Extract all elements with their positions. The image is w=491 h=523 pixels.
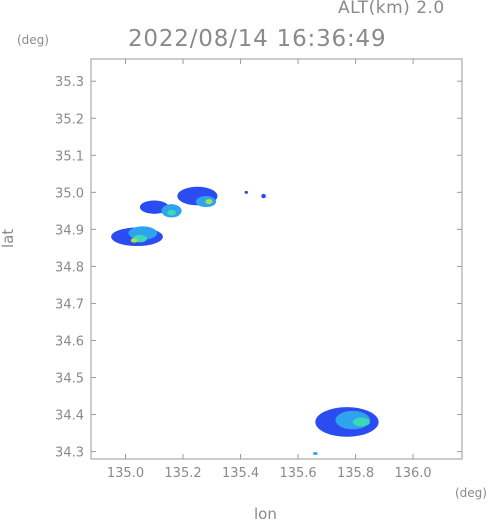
x-tick-label: 135.4 (222, 466, 259, 481)
y-tick-label: 34.7 (55, 297, 84, 312)
echo-layer (111, 186, 379, 455)
y-tick-label: 34.4 (55, 409, 84, 424)
y-tick-label: 35.2 (55, 112, 84, 127)
y-tick-label: 34.6 (55, 334, 84, 349)
y-tick-label: 35.1 (55, 149, 84, 164)
y-tick-label: 34.5 (55, 372, 84, 387)
y-tick-label: 34.9 (55, 223, 84, 238)
x-axis-label: lon (254, 505, 277, 523)
echo-cell-peak (205, 199, 213, 205)
echo-cell-low (261, 193, 266, 199)
echo-cell-high (167, 209, 176, 216)
x-axis-unit: (deg) (455, 486, 487, 500)
x-tick-label: 135.0 (107, 466, 144, 481)
plot-frame (90, 58, 463, 460)
y-axis-unit: (deg) (17, 33, 49, 47)
y-tick-label: 34.8 (55, 260, 84, 275)
x-tick-label: 135.2 (164, 466, 201, 481)
x-tick-label: 135.6 (279, 466, 316, 481)
altitude-label: ALT(km) 2.0 (338, 0, 445, 18)
x-tick-label: 136.0 (394, 466, 431, 481)
echo-cell-peak (130, 238, 138, 243)
echo-cell-mid (313, 451, 318, 455)
y-tick-label: 34.3 (55, 446, 84, 461)
echo-cell-low (139, 200, 169, 214)
y-tick-label: 35.0 (55, 186, 84, 201)
axis-layer: 135.0 135.2 135.4 135.6 135.8 136.0 34.3 34.4 34… (55, 59, 462, 481)
x-tick-label: 135.8 (337, 466, 374, 481)
timestamp-title: 2022/08/14 16:36:49 (128, 26, 387, 52)
echo-cell-high (352, 417, 370, 427)
echo-cell-low (244, 190, 249, 194)
y-tick-label: 35.3 (55, 75, 84, 90)
